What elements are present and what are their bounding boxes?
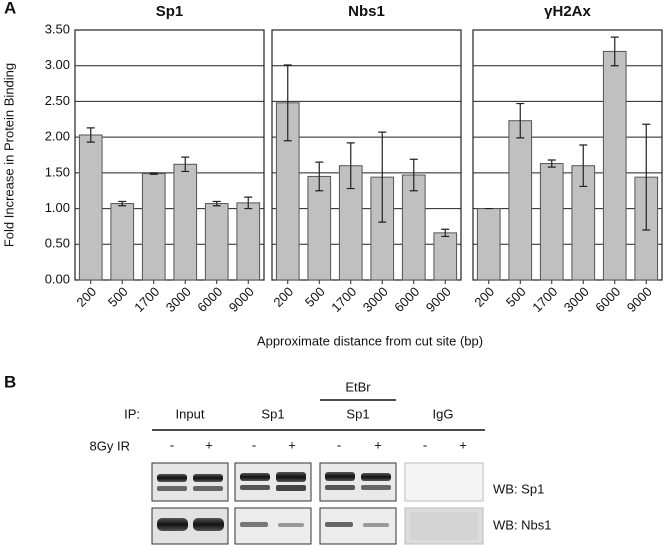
error-bar [579, 144, 588, 188]
x-tick-label: 9000 [423, 284, 454, 315]
bar [78, 134, 103, 281]
blot-label: WB: Nbs1 [493, 517, 552, 532]
lane-header: Sp1 [346, 406, 369, 421]
ip-label: IP: [124, 406, 140, 421]
bar [204, 203, 229, 281]
panel-label: A [4, 0, 16, 17]
blot-bands [157, 472, 478, 540]
bar [508, 120, 533, 281]
error-bar [149, 172, 158, 175]
error-bar [409, 158, 418, 192]
y-tick-label: 0.00 [45, 271, 70, 286]
chart-title: Nbs1 [348, 3, 385, 20]
x-tick-label: 9000 [624, 284, 655, 315]
sign: - [170, 437, 174, 452]
y-tick-label: 1.50 [45, 164, 70, 179]
y-tick-label: 1.00 [45, 200, 70, 215]
bar [539, 163, 564, 281]
lane-header: Sp1 [261, 406, 284, 421]
x-tick-label: 500 [302, 284, 328, 310]
bar [141, 173, 166, 281]
sign: - [252, 437, 256, 452]
sign: - [337, 437, 341, 452]
x-tick-label: 9000 [226, 284, 257, 315]
x-tick-label: 6000 [194, 284, 225, 315]
x-tick-label: 200 [270, 284, 296, 310]
x-tick-label: 200 [471, 284, 497, 310]
x-tick-label: 3000 [163, 284, 194, 315]
sign: + [374, 437, 382, 452]
y-tick-label: 3.00 [45, 57, 70, 72]
group-header: EtBr [345, 379, 371, 394]
x-tick-label: 200 [73, 284, 99, 310]
error-bar [118, 200, 127, 207]
y-tick-label: 3.50 [45, 21, 70, 36]
error-bar [516, 102, 525, 139]
bar [476, 208, 501, 281]
x-tick-label: 3000 [360, 284, 391, 315]
x-axis-label: Approximate distance from cut site (bp) [257, 333, 483, 348]
treatment-label: 8Gy IR [90, 438, 130, 453]
x-tick-label: 6000 [592, 284, 623, 315]
lane-header: Input [176, 406, 205, 421]
x-tick-label: 500 [105, 284, 131, 310]
y-axis-label: Fold Increase in Protein Binding [1, 63, 16, 247]
sign: + [205, 437, 213, 452]
panel-label: B [4, 372, 16, 391]
x-tick-label: 6000 [391, 284, 422, 315]
x-tick-label: 500 [503, 284, 529, 310]
sign: + [288, 437, 296, 452]
error-bar [346, 142, 355, 190]
x-tick-label: 1700 [529, 284, 560, 315]
y-tick-label: 2.50 [45, 93, 70, 108]
lane-header: IgG [433, 406, 454, 421]
error-bar [642, 123, 651, 231]
error-bar [212, 200, 221, 207]
error-bar [441, 228, 450, 238]
x-tick-label: 1700 [131, 284, 162, 315]
bar [307, 175, 332, 281]
error-bar [86, 127, 95, 143]
bar [602, 50, 627, 281]
bar [236, 202, 261, 281]
error-bar [181, 156, 190, 173]
y-tick-label: 0.50 [45, 236, 70, 251]
bar [433, 232, 458, 281]
sign: + [459, 437, 467, 452]
error-bar [378, 131, 387, 223]
error-bar [244, 196, 253, 210]
bar [110, 203, 135, 281]
y-tick-label: 2.00 [45, 129, 70, 144]
plot-frame [271, 29, 462, 281]
x-tick-label: 1700 [328, 284, 359, 315]
plot-frame [472, 29, 663, 281]
chart-title: Sp1 [156, 3, 184, 20]
chart-title: γH2Ax [544, 3, 591, 20]
error-bar [315, 161, 324, 192]
blot-label: WB: Sp1 [493, 481, 544, 496]
x-tick-label: 3000 [561, 284, 592, 315]
error-bar [283, 64, 292, 142]
sign: - [423, 437, 427, 452]
plot-frame [74, 29, 265, 281]
error-bar [610, 36, 619, 67]
bar [173, 163, 198, 281]
error-bar [547, 159, 556, 168]
